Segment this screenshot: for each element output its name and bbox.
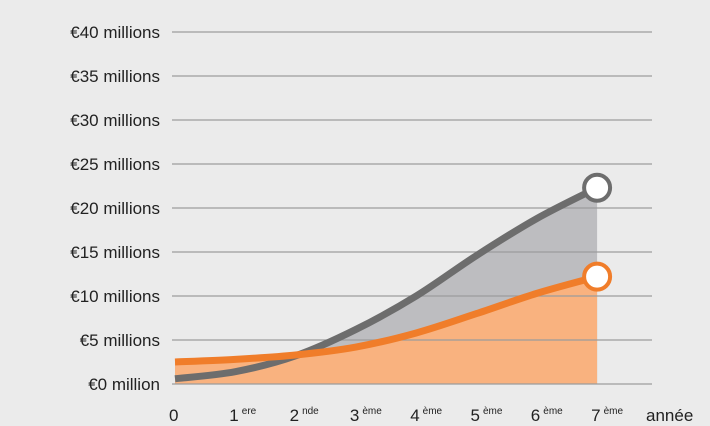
y-tick-label: €20 millions [70,199,160,218]
y-tick-label: €40 millions [70,23,160,42]
series-lines [174,184,599,383]
series-end-marker-2 [582,261,613,292]
gridlines [172,31,652,385]
end-markers [582,172,613,292]
y-tick-label: €15 millions [70,243,160,262]
x-axis-tick-labels: 0 1 ere 2 nde 3 ème 4 ème 5 ème 6 ème 7 ème [169,406,623,425]
x-tick-label: 4 ème [410,406,442,425]
x-tick-label: 5 ème [471,406,503,425]
y-tick-label: €10 millions [70,287,160,306]
y-tick-label: €5 millions [80,331,160,350]
series-line-1 [174,184,599,383]
y-tick-label: €35 millions [70,67,160,86]
series-end-marker-1 [582,172,613,203]
x-tick-label: 3 ème [350,406,382,425]
x-axis-label: année [646,406,693,425]
x-tick-label: 0 [169,406,178,425]
x-tick-label: 6 ème [531,406,563,425]
y-axis-tick-labels: €0 million €5 millions €10 millions €15 mil… [70,23,160,394]
series-line-2 [174,273,599,366]
y-tick-label: €0 million [88,375,160,394]
x-tick-label: 1 ere [229,406,256,425]
y-tick-label: €30 millions [70,111,160,130]
x-tick-label: 7 ème [591,406,623,425]
y-tick-label: €25 millions [70,155,160,174]
x-tick-label: 2 nde [290,406,320,425]
